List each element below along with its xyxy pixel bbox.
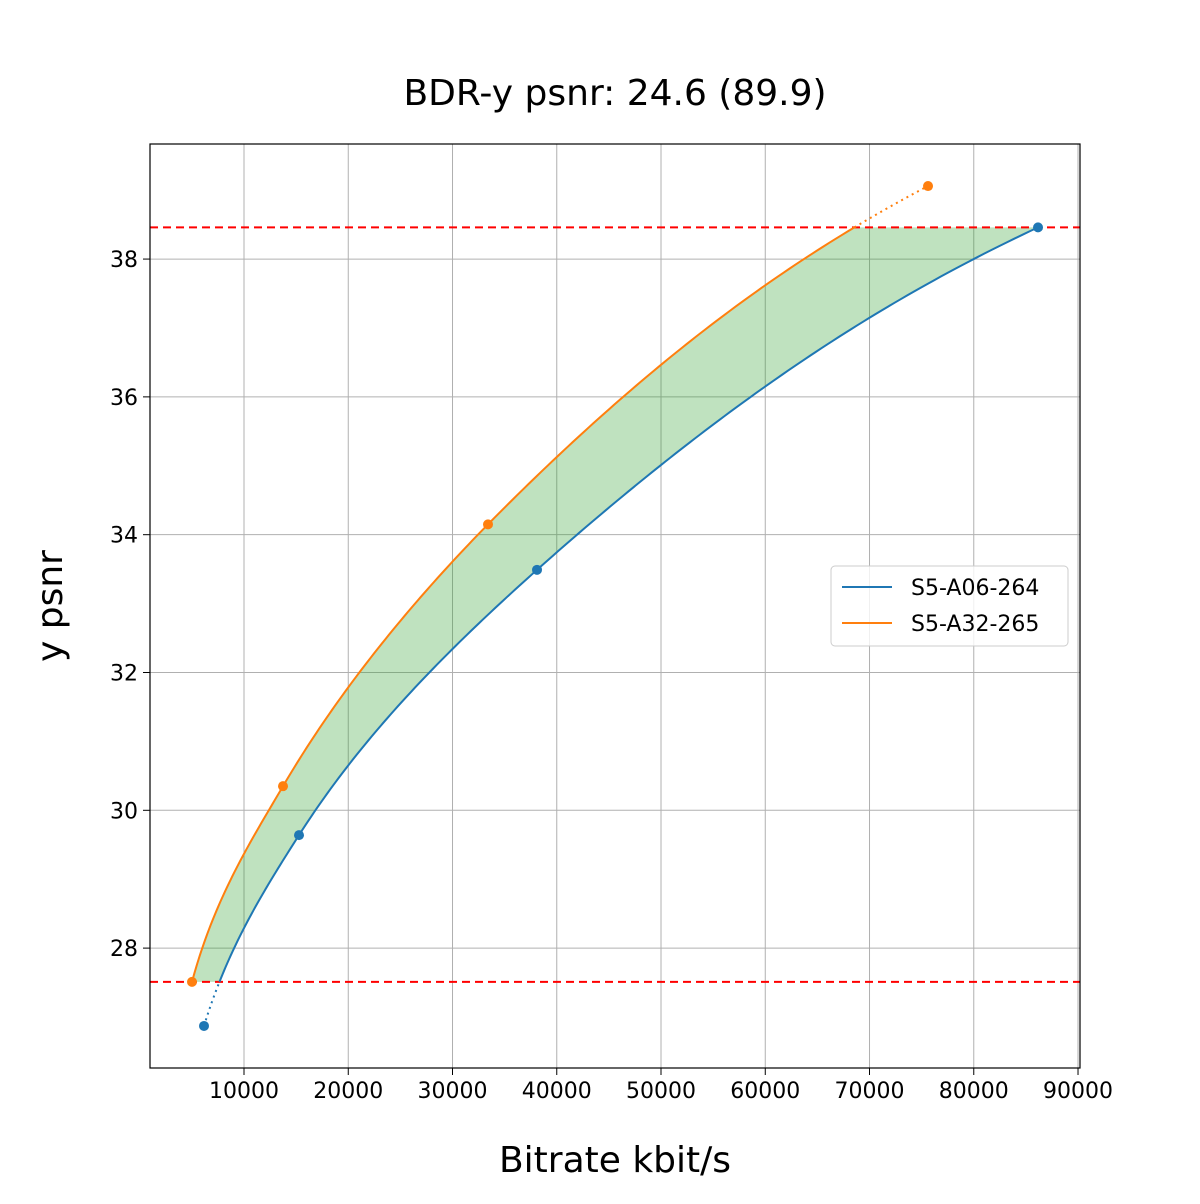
x-tick-label: 70000	[835, 1079, 905, 1104]
y-tick-label: 32	[110, 661, 138, 686]
legend-label: S5-A06-264	[911, 576, 1039, 601]
y-tick-label: 36	[110, 386, 138, 411]
x-tick-label: 90000	[1043, 1079, 1113, 1104]
data-point	[187, 976, 198, 987]
x-tick-label: 50000	[626, 1079, 696, 1104]
data-point	[1033, 222, 1044, 233]
x-axis-label: Bitrate kbit/s	[499, 1140, 731, 1181]
data-point	[483, 519, 494, 530]
y-tick-label: 28	[110, 937, 138, 962]
x-tick-label: 10000	[209, 1079, 279, 1104]
series-extrapolation-line	[203, 981, 221, 1027]
x-tick-label: 40000	[522, 1079, 592, 1104]
legend-label: S5-A32-265	[911, 612, 1039, 637]
y-tick-label: 30	[110, 799, 138, 824]
data-point	[294, 830, 305, 841]
data-point	[278, 781, 289, 792]
series-extrapolation-line	[853, 185, 929, 229]
series-line	[191, 226, 855, 983]
series-line	[218, 226, 1039, 983]
x-tick-label: 30000	[418, 1079, 488, 1104]
y-axis-label: y psnr	[30, 550, 71, 662]
y-tick-label: 38	[110, 248, 138, 273]
data-point	[923, 181, 934, 192]
chart-title: BDR-y psnr: 24.6 (89.9)	[403, 73, 826, 114]
data-point	[199, 1020, 210, 1031]
plot-frame	[149, 143, 1081, 1069]
x-tick-label: 20000	[313, 1079, 383, 1104]
data-point	[532, 564, 543, 575]
y-tick-label: 34	[110, 524, 138, 549]
x-tick-label: 60000	[730, 1079, 800, 1104]
legend: S5-A06-264 S5-A32-265	[830, 565, 1069, 647]
x-tick-label: 80000	[939, 1079, 1009, 1104]
